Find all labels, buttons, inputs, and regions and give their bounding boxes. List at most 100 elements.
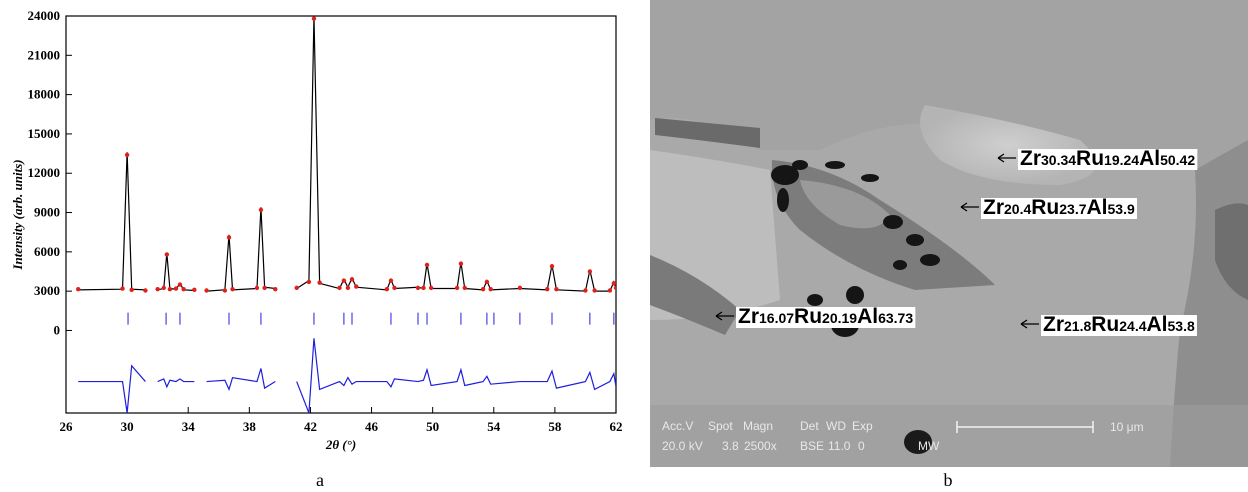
y-tick-label: 18000 xyxy=(28,87,61,102)
label-bg xyxy=(981,198,1137,219)
element-fraction: 63.73 xyxy=(878,310,913,326)
y-tick-label: 9000 xyxy=(34,205,60,220)
y-axis-label: Intensity (arb. units) xyxy=(10,159,25,270)
x-tick-label: 54 xyxy=(487,419,501,434)
label-bg xyxy=(1041,315,1197,336)
element-fraction: 24.4 xyxy=(1119,318,1146,334)
element-fraction: 16.07 xyxy=(759,310,794,326)
observed-point xyxy=(143,288,148,293)
profile-line xyxy=(78,338,616,413)
observed-point xyxy=(454,285,460,291)
element-fraction: 20.4 xyxy=(1004,201,1031,217)
profile-line xyxy=(78,16,616,292)
element-symbol: Ru xyxy=(1076,147,1104,170)
observed-point xyxy=(226,235,232,240)
element-fraction: 20.19 xyxy=(822,310,857,326)
info-value: 0 xyxy=(858,439,865,453)
scale-label: 10 μm xyxy=(1110,420,1144,434)
plot-area xyxy=(76,16,616,413)
observed-point xyxy=(613,285,616,291)
observed-point xyxy=(424,262,430,268)
observed-point xyxy=(480,286,486,292)
element-symbol: Al xyxy=(1139,147,1160,170)
x-tick-label: 58 xyxy=(548,419,562,434)
observed-point xyxy=(192,287,197,293)
plot-frame xyxy=(65,15,617,414)
observed-point xyxy=(337,285,342,291)
arrow-head xyxy=(715,311,723,321)
observed-point xyxy=(222,288,228,293)
arrow-head xyxy=(1020,319,1028,329)
element-symbol: Zr xyxy=(983,196,1004,219)
observed-point xyxy=(611,281,616,286)
observed-point xyxy=(317,280,322,285)
element-fraction: 19.24 xyxy=(1104,152,1139,168)
observed-point xyxy=(583,288,588,293)
observed-point xyxy=(341,278,347,283)
x-tick-label: 30 xyxy=(121,419,134,434)
info-value: 2500x xyxy=(744,439,777,453)
observed-point xyxy=(311,16,317,21)
observed-point xyxy=(273,286,278,292)
observed-point xyxy=(592,288,597,293)
observed-point xyxy=(306,279,312,285)
phase-formula: Zr20.4Ru23.7Al53.9 xyxy=(983,196,1135,219)
observed-point xyxy=(345,285,351,291)
observed-point xyxy=(549,264,555,269)
phase-label: Zr16.07Ru20.19Al63.73 xyxy=(715,305,916,328)
element-fraction: 53.9 xyxy=(1108,201,1135,217)
observed-point xyxy=(607,288,613,293)
observed-point xyxy=(230,286,235,292)
info-value: BSE xyxy=(800,439,824,453)
observed-point xyxy=(124,152,130,158)
element-symbol: Zr xyxy=(1043,313,1064,336)
element-fraction: 30.34 xyxy=(1041,152,1076,168)
observed-point xyxy=(421,285,426,291)
x-tick-label: 38 xyxy=(243,419,257,434)
x-tick-label: 50 xyxy=(426,419,439,434)
info-header: Magn xyxy=(743,419,773,433)
observed-point xyxy=(204,288,209,293)
observed-point xyxy=(262,285,267,291)
observed-point xyxy=(164,252,170,257)
info-header: Exp xyxy=(852,419,873,433)
observed-point xyxy=(388,278,394,283)
info-value: 20.0 kV xyxy=(662,439,703,453)
phase-label: Zr20.4Ru23.7Al53.9 xyxy=(960,196,1137,219)
observed-point xyxy=(177,282,183,287)
observed-point xyxy=(554,286,559,292)
observed-point xyxy=(545,286,550,292)
y-tick-label: 24000 xyxy=(28,8,61,23)
observed-point xyxy=(517,285,523,291)
element-symbol: Al xyxy=(857,305,878,328)
x-tick-label: 46 xyxy=(365,419,379,434)
element-symbol: Al xyxy=(1147,313,1168,336)
observed-point xyxy=(181,286,186,292)
observed-point xyxy=(120,286,125,291)
observed-point xyxy=(349,277,355,282)
observed-point xyxy=(484,279,490,285)
observed-point xyxy=(488,286,493,292)
observed-point xyxy=(384,286,390,292)
arrow-head xyxy=(960,202,968,212)
phase-label: Zr21.8Ru24.4Al53.8 xyxy=(1020,313,1197,336)
phase-formula: Zr21.8Ru24.4Al53.8 xyxy=(1043,313,1195,336)
observed-point xyxy=(462,285,467,291)
element-symbol: Ru xyxy=(794,305,822,328)
observed-point xyxy=(415,285,421,291)
element-fraction: 23.7 xyxy=(1059,201,1086,217)
observed-point xyxy=(354,284,359,289)
element-fraction: 53.8 xyxy=(1168,318,1195,334)
info-header: WD xyxy=(826,419,846,433)
x-tick-label: 42 xyxy=(304,419,317,434)
sem-image xyxy=(650,0,1248,467)
observed-point xyxy=(392,285,397,291)
element-fraction: 50.42 xyxy=(1160,152,1195,168)
panel-caption: b xyxy=(944,470,953,490)
y-tick-label: 15000 xyxy=(28,126,61,141)
phase-label: Zr30.34Ru19.24Al50.42 xyxy=(997,147,1198,170)
observed-point xyxy=(258,207,264,213)
observed-point xyxy=(587,269,593,274)
observed-point xyxy=(76,286,81,292)
